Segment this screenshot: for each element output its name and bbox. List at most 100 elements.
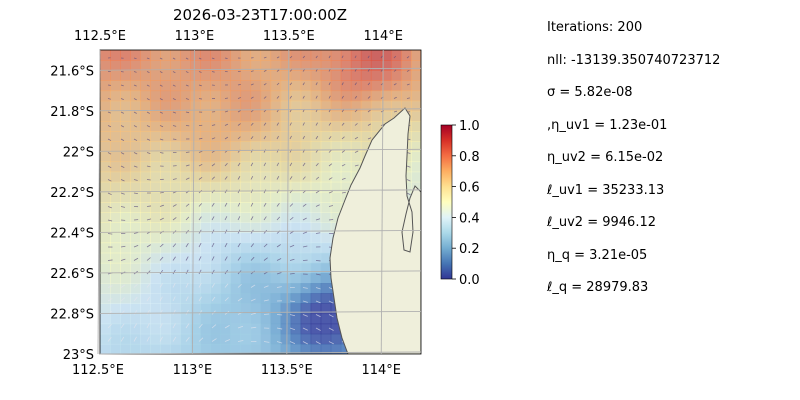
field-cell <box>290 212 302 223</box>
field-cell <box>140 333 151 345</box>
field-cell <box>290 333 302 345</box>
field-cell <box>330 212 342 223</box>
current-arrow <box>237 97 241 99</box>
field-cell <box>130 303 141 315</box>
current-arrow <box>172 309 176 315</box>
current-arrow <box>172 57 176 60</box>
current-arrow <box>393 96 397 99</box>
current-arrow <box>250 136 254 140</box>
colorbar-tick-label: 0.4 <box>459 211 480 226</box>
field-cell <box>210 222 221 233</box>
field-cell <box>360 80 372 92</box>
current-arrow <box>107 206 112 209</box>
current-arrow <box>367 109 371 113</box>
current-arrow <box>302 314 308 317</box>
field-cell <box>310 60 322 71</box>
field-cell <box>270 343 282 354</box>
y-tick-label: 22°S <box>63 145 94 160</box>
current-arrow <box>133 125 138 128</box>
field-cell <box>270 222 282 233</box>
field-cell <box>200 161 211 173</box>
field-cell <box>290 343 302 354</box>
field-cell <box>200 283 211 294</box>
field-cell <box>400 60 412 71</box>
field-cell <box>320 202 332 213</box>
current-arrow <box>237 176 241 180</box>
field-cell <box>160 212 171 223</box>
field-cell <box>400 90 412 102</box>
field-cell <box>330 110 342 122</box>
field-cell <box>220 110 232 122</box>
field-cell <box>340 90 352 102</box>
field-cell <box>160 252 171 264</box>
field-cell <box>200 100 211 112</box>
current-arrow <box>341 150 346 153</box>
current-arrow <box>328 55 331 59</box>
current-arrow <box>380 69 384 72</box>
field-cell <box>250 80 262 92</box>
field-cell <box>350 80 362 92</box>
stat-line: ,η_uv1 = 1.23e-01 <box>547 117 668 133</box>
field-cell <box>310 262 322 274</box>
current-arrow <box>302 135 305 140</box>
field-cell <box>340 141 352 152</box>
field-cell <box>160 303 171 315</box>
field-cell <box>360 60 372 71</box>
field-cell <box>190 100 201 112</box>
field-cell <box>150 242 161 254</box>
field-cell <box>220 100 232 112</box>
field-cell <box>240 120 252 132</box>
current-arrow <box>120 192 125 195</box>
current-arrow <box>276 327 283 330</box>
field-cell <box>240 333 252 345</box>
field-cell <box>300 313 312 325</box>
current-arrow <box>198 150 203 153</box>
current-arrow <box>302 162 306 167</box>
field-cell <box>150 212 161 223</box>
field-cell <box>280 293 292 304</box>
field-cell <box>270 313 282 325</box>
field-cell <box>330 151 342 163</box>
field-cell <box>180 60 191 71</box>
field-cell <box>350 90 362 102</box>
field-cell <box>220 50 232 61</box>
field-cell <box>290 323 302 335</box>
field-cell <box>240 202 252 213</box>
field-cell <box>250 171 262 183</box>
current-arrow <box>224 242 228 248</box>
current-arrow <box>263 135 267 140</box>
field-cell <box>140 151 151 163</box>
field-cell <box>150 293 161 304</box>
field-cell <box>100 252 111 264</box>
field-cell <box>250 262 262 274</box>
field-cell <box>250 141 262 152</box>
current-arrow <box>185 177 190 180</box>
field-cell <box>330 131 342 142</box>
field-cell <box>280 272 292 284</box>
meridian-line <box>380 49 384 355</box>
field-cell <box>320 303 332 315</box>
stat-line: η_q = 3.21e-05 <box>547 247 648 263</box>
current-arrow <box>354 82 357 86</box>
field-cell <box>360 141 372 152</box>
field-cell <box>280 80 292 92</box>
current-arrow <box>224 325 230 329</box>
current-arrow <box>328 300 334 304</box>
field-cell <box>320 343 332 354</box>
field-cell <box>310 141 322 152</box>
field-cell <box>170 202 181 213</box>
field-cell <box>220 212 232 223</box>
current-arrow <box>107 192 112 195</box>
field-cell <box>210 161 221 173</box>
field-cell <box>310 293 322 304</box>
current-arrow <box>276 162 280 167</box>
current-arrow <box>354 150 359 153</box>
field-cell <box>100 60 111 71</box>
field-cell <box>160 120 171 132</box>
current-arrow <box>302 231 308 234</box>
field-cell <box>280 212 292 223</box>
field-cell <box>290 222 302 233</box>
field-cell <box>360 50 372 61</box>
current-arrow <box>133 138 138 141</box>
field-cell <box>180 161 191 173</box>
